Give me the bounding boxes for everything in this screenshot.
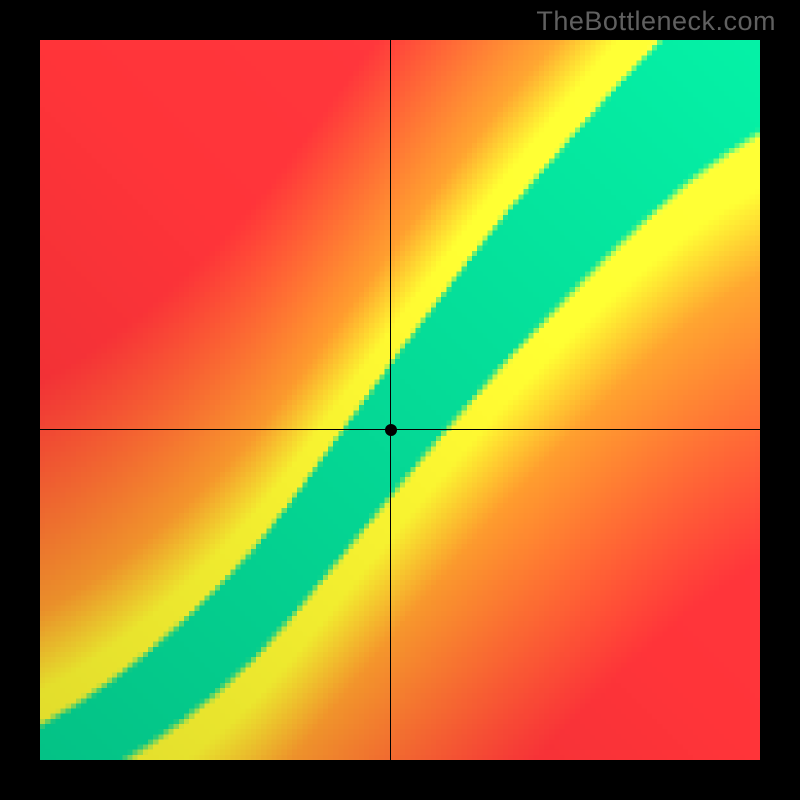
crosshair-vertical (390, 40, 391, 760)
data-point-marker (385, 424, 397, 436)
crosshair-horizontal (40, 429, 760, 430)
watermark-text: TheBottleneck.com (536, 6, 776, 37)
heatmap-plot (40, 40, 760, 760)
heatmap-canvas (40, 40, 760, 760)
